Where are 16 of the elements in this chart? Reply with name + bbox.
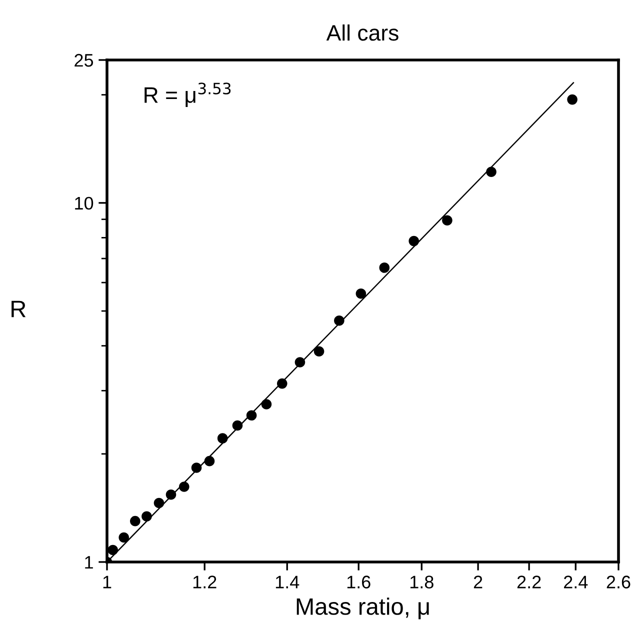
y-tick-label: 25	[74, 54, 94, 67]
x-axis-title: Mass ratio, μ	[296, 598, 429, 620]
x-tick-label: 2.6	[606, 576, 630, 588]
x-tick-label: 1.6	[347, 576, 370, 588]
x-tick-label: 2.4	[564, 576, 588, 588]
x-tick-label: 1.4	[276, 576, 300, 588]
x-tick-label: 1.2	[193, 576, 216, 588]
y-tick-label: 1	[85, 556, 93, 569]
x-tick-label: 1	[103, 576, 112, 588]
x-tick-label: 2.2	[517, 576, 541, 588]
x-tick-label: 1.8	[410, 576, 434, 588]
y-axis-title: R	[12, 300, 26, 318]
x-tick-label: 2	[474, 576, 482, 588]
annotation: R = μ$^{3.53}$	[144, 82, 231, 107]
y-tick-label: 10	[75, 196, 94, 210]
chart-title: All cars	[326, 24, 398, 41]
